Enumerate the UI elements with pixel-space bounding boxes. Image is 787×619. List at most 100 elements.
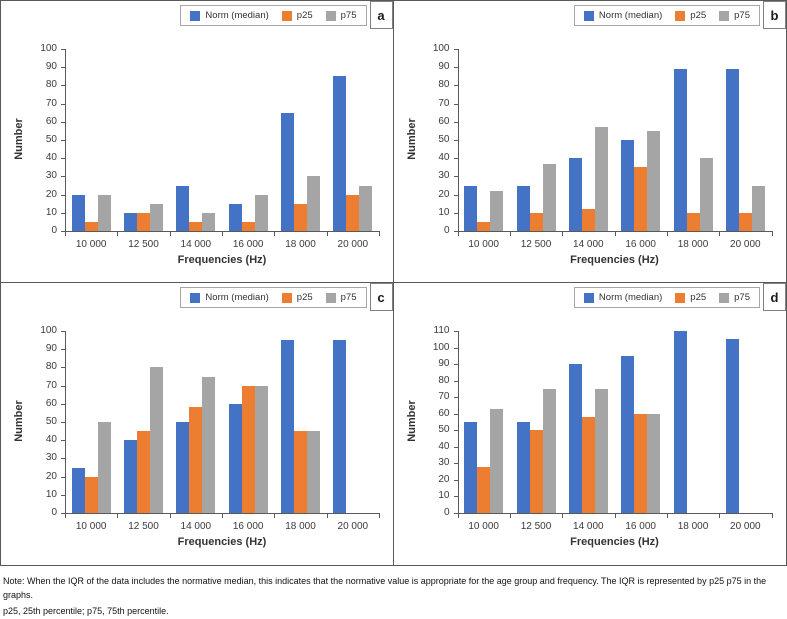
bar-p25	[241, 221, 255, 231]
y-tick	[61, 422, 65, 423]
x-tick	[457, 232, 459, 236]
bar-p25	[581, 209, 595, 231]
bar-p25	[137, 431, 150, 513]
x-axis-title: Frequencies (Hz)	[177, 536, 267, 548]
y-tick	[61, 231, 65, 232]
legend-swatch-p75	[325, 292, 336, 303]
y-tick-label: 30	[45, 452, 57, 464]
x-tick	[117, 232, 119, 236]
bar-p75	[307, 176, 320, 231]
x-tick-label: 16 000	[625, 239, 656, 250]
y-tick	[61, 212, 65, 214]
legend: Norm (median) p25 p75	[573, 5, 760, 26]
legend-label-p75: p75	[734, 292, 750, 303]
x-tick	[379, 232, 380, 236]
bar-norm	[71, 467, 85, 513]
y-tick-label: 40	[45, 152, 57, 164]
y-tick	[61, 513, 65, 514]
legend-item-p75: p75	[325, 292, 357, 303]
y-tick-label: 80	[45, 79, 57, 91]
y-tick-label: 40	[45, 434, 57, 446]
chart-grid: 0 10 20 30 40 50 60 70 80 90 100 10 000 12 500 14 000…	[0, 0, 787, 566]
bar-p75	[202, 212, 216, 231]
x-tick-label: 20 000	[730, 521, 761, 532]
x-tick	[117, 514, 119, 518]
y-axis-line	[457, 331, 459, 513]
bar-norm	[124, 212, 137, 231]
legend-label-norm: Norm (median)	[205, 10, 269, 21]
legend-item-p75: p75	[719, 292, 750, 303]
y-tick	[61, 176, 65, 178]
bar-p75	[490, 408, 504, 513]
y-tick-label: 110	[433, 325, 450, 336]
x-tick	[222, 514, 223, 518]
bar-norm	[568, 158, 582, 231]
y-tick-label: 0	[443, 507, 450, 518]
figure-note: Note: When the IQR of the data includes …	[0, 566, 787, 619]
y-tick	[453, 364, 458, 366]
x-tick	[614, 514, 616, 518]
y-tick-label: 50	[438, 424, 450, 436]
y-tick-label: 70	[45, 97, 57, 109]
x-tick-label: 14 000	[180, 521, 212, 532]
bar-p25	[529, 430, 543, 513]
x-tick-label: 14 000	[180, 239, 212, 250]
bar-p25	[529, 212, 543, 231]
x-tick-label: 18 000	[285, 521, 316, 532]
panel-letter: a	[369, 1, 393, 29]
y-tick-label: 60	[45, 397, 57, 409]
y-tick-label: 50	[45, 134, 57, 145]
y-tick	[61, 494, 65, 496]
y-tick	[453, 158, 458, 160]
panel-letter: d	[763, 283, 786, 311]
legend-swatch-p75	[719, 292, 730, 303]
legend-swatch-p25	[281, 10, 292, 21]
y-tick-label: 100	[432, 341, 450, 353]
bar-p75	[254, 194, 268, 231]
y-axis-title: Number	[405, 400, 418, 442]
y-tick	[453, 212, 458, 214]
legend: Norm (median) p25 p75	[180, 287, 367, 308]
bar-p75	[254, 385, 268, 513]
x-tick	[222, 232, 223, 236]
y-tick	[453, 446, 458, 448]
bar-p75	[647, 130, 661, 231]
bar-p25	[686, 212, 700, 231]
plot-area: 0 10 20 30 40 50 60 70 80 90 100 110 10 000 12 500 14 …	[394, 283, 787, 565]
y-tick	[453, 413, 458, 415]
y-tick-label: 40	[438, 440, 450, 452]
y-tick	[61, 331, 65, 332]
legend-swatch-p25	[675, 10, 686, 21]
x-tick-label: 14 000	[573, 521, 604, 532]
bar-p25	[189, 221, 203, 231]
chart-panel-c: 0 10 20 30 40 50 60 70 80 90 100 10 000 12 500 14 000…	[1, 283, 394, 565]
legend-swatch-norm	[190, 292, 201, 303]
y-tick-label: 30	[438, 170, 450, 182]
y-tick	[61, 194, 65, 196]
x-tick-label: 10 000	[468, 521, 499, 532]
panel-letter: c	[369, 283, 393, 311]
y-tick	[453, 347, 458, 349]
bar-norm	[71, 194, 85, 231]
legend-label-norm: Norm (median)	[205, 292, 269, 303]
legend-item-p25: p25	[281, 292, 313, 303]
bar-p75	[97, 194, 111, 231]
bar-norm	[464, 422, 478, 513]
x-axis-line	[457, 513, 773, 514]
bar-p25	[738, 212, 752, 231]
x-tick	[274, 514, 276, 518]
x-tick	[169, 514, 171, 518]
legend-item-norm: Norm (median)	[190, 292, 269, 303]
x-axis-line	[65, 231, 380, 232]
y-tick-label: 10	[438, 490, 450, 502]
bar-p25	[581, 417, 595, 513]
x-axis-title: Frequencies (Hz)	[570, 254, 659, 266]
legend-swatch-p25	[675, 292, 686, 303]
x-tick	[562, 232, 564, 236]
y-tick-label: 30	[438, 457, 450, 469]
legend-swatch-p25	[281, 292, 292, 303]
y-tick	[61, 476, 65, 478]
y-tick	[61, 385, 65, 387]
y-tick-label: 90	[438, 358, 450, 370]
y-tick-label: 70	[45, 379, 57, 391]
